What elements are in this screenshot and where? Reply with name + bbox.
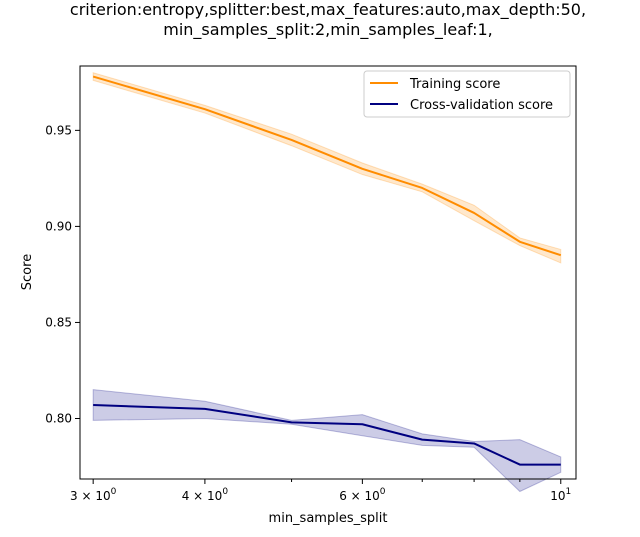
cv-score-line — [93, 404, 561, 466]
legend-label-cv: Cross-validation score — [410, 98, 553, 113]
x-axis-label: min_samples_split — [269, 511, 388, 526]
chart-title-line-1: criterion:entropy,splitter:best,max_feat… — [70, 0, 586, 20]
legend-label-training: Training score — [409, 77, 500, 92]
y-axis-label: Score — [20, 254, 35, 290]
x-tick-label: 3 × 100 — [70, 487, 117, 503]
x-tick-label: 6 × 100 — [339, 487, 386, 503]
x-tick-label: 4 × 100 — [182, 487, 229, 503]
y-tick-label: 0.95 — [45, 123, 72, 137]
legend-box — [363, 70, 571, 118]
cv-score-band — [92, 389, 562, 493]
y-tick-label: 0.80 — [45, 411, 72, 425]
y-tick-label: 0.90 — [45, 219, 72, 233]
training-score-band — [92, 72, 562, 264]
axes-frame — [79, 65, 577, 480]
legend: Training score Cross-validation score — [363, 70, 571, 118]
chart-title-line-2: min_samples_split:2,min_samples_leaf:1, — [163, 20, 492, 40]
y-tick-label: 0.85 — [45, 315, 72, 329]
x-tick-label: 101 — [550, 487, 571, 503]
training-score-line — [92, 75, 562, 257]
